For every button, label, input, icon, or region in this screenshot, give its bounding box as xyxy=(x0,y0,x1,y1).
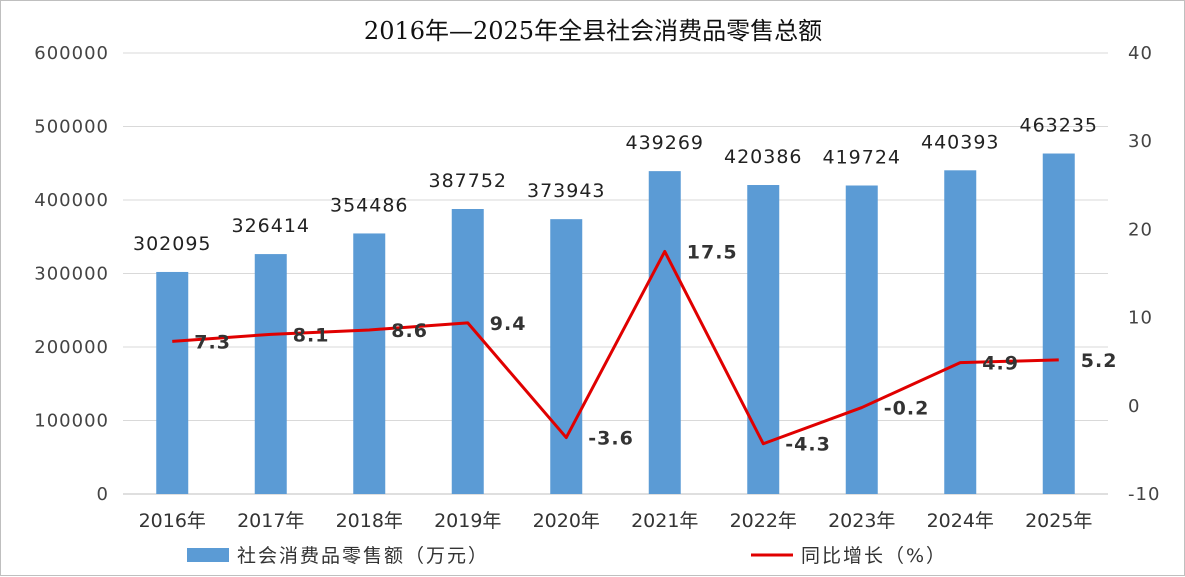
right-axis-ticks: -10 0 10 20 30 40 xyxy=(1128,43,1160,505)
line-value-label: 9.4 xyxy=(490,313,527,335)
left-tick-label: 200000 xyxy=(34,337,109,358)
bar xyxy=(254,254,287,494)
category-label: 2020年 xyxy=(533,510,600,532)
left-axis-ticks: 0 100000 200000 300000 400000 500000 600000 xyxy=(34,43,109,505)
bar xyxy=(353,233,386,494)
legend-line-label: 同比增长（%） xyxy=(801,545,947,567)
left-tick-label: 400000 xyxy=(34,190,109,211)
right-tick-label: 10 xyxy=(1128,308,1153,329)
bar xyxy=(747,185,780,494)
bar-value-label: 354486 xyxy=(330,194,409,216)
line-value-label: 17.5 xyxy=(687,241,738,263)
growth-line xyxy=(172,249,1059,446)
bar xyxy=(156,271,189,494)
line-value-label: -0.2 xyxy=(884,398,930,420)
right-tick-label: 20 xyxy=(1128,219,1153,240)
left-tick-label: 500000 xyxy=(34,117,109,138)
legend: 社会消费品零售额（万元） 同比增长（%） xyxy=(187,545,947,567)
line-data-labels: 7.3 8.1 8.6 9.4 -3.6 17.5 -4.3 -0.2 4.9 5.2 xyxy=(194,241,1118,456)
left-tick-label: 0 xyxy=(97,484,109,505)
category-label: 2025年 xyxy=(1025,510,1092,532)
category-label: 2024年 xyxy=(927,510,994,532)
legend-bar-label: 社会消费品零售额（万元） xyxy=(237,545,489,567)
bar-value-label: 440393 xyxy=(921,131,1000,153)
category-labels: 2016年 2017年 2018年 2019年 2020年 2021年 2022年 2023年… xyxy=(139,510,1093,532)
line-value-label: -4.3 xyxy=(785,434,831,456)
bar-value-label: 463235 xyxy=(1019,115,1098,137)
bar-value-label: 373943 xyxy=(527,180,606,202)
line-value-label: -3.6 xyxy=(588,428,634,450)
left-tick-label: 600000 xyxy=(34,43,109,64)
bar xyxy=(648,171,681,495)
category-label: 2019年 xyxy=(434,510,501,532)
bar xyxy=(451,209,484,495)
bar xyxy=(845,185,878,494)
bar-value-label: 326414 xyxy=(231,215,310,237)
category-label: 2018年 xyxy=(336,510,403,532)
right-tick-label: 30 xyxy=(1128,131,1153,152)
category-label: 2016年 xyxy=(139,510,206,532)
line-value-label: 8.1 xyxy=(293,324,330,346)
bar xyxy=(1042,153,1075,494)
bar-value-label: 387752 xyxy=(428,170,507,192)
bar-value-label: 420386 xyxy=(724,146,803,168)
bar-value-label: 419724 xyxy=(822,147,901,169)
line-value-label: 4.9 xyxy=(982,353,1019,375)
bar-value-label: 439269 xyxy=(625,132,704,154)
bar-data-labels: 302095 326414 354486 387752 373943 439269 4203… xyxy=(133,115,1098,255)
right-tick-label: 40 xyxy=(1128,43,1153,64)
line-series xyxy=(172,249,1059,446)
line-value-label: 8.6 xyxy=(391,320,428,342)
legend-bar-swatch xyxy=(187,548,229,562)
bar xyxy=(550,219,583,494)
left-tick-label: 100000 xyxy=(34,411,109,432)
bar-value-label: 302095 xyxy=(133,233,212,255)
category-label: 2022年 xyxy=(730,510,797,532)
left-tick-label: 300000 xyxy=(34,264,109,285)
line-value-label: 7.3 xyxy=(194,331,231,353)
right-tick-label: 0 xyxy=(1128,396,1140,417)
line-value-label: 5.2 xyxy=(1081,350,1118,372)
category-label: 2023年 xyxy=(828,510,895,532)
category-label: 2021年 xyxy=(631,510,698,532)
bar-series xyxy=(156,153,1075,495)
bar xyxy=(944,170,977,494)
category-label: 2017年 xyxy=(237,510,304,532)
chart-title: 2016年—2025年全县社会消费品零售总额 xyxy=(364,17,822,45)
right-tick-label: -10 xyxy=(1128,484,1160,505)
